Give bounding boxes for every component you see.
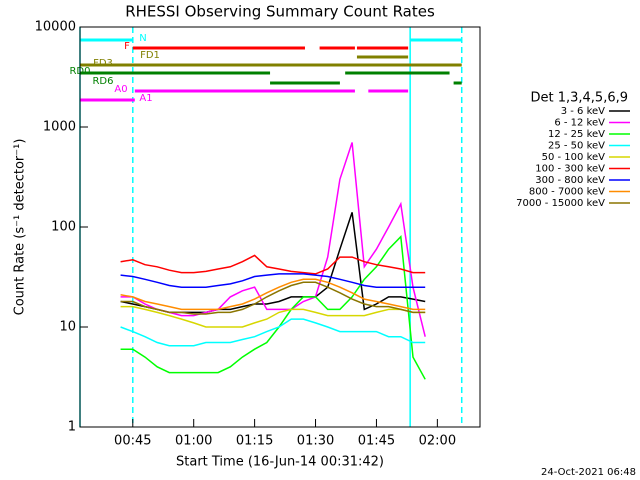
- footer: 24-Oct-2021 06:48: [541, 467, 636, 478]
- x-tick-label: 02:00: [419, 434, 456, 449]
- series-line: [120, 318, 426, 347]
- y-tick-label: 10000: [35, 20, 76, 35]
- flag-label: A1: [139, 93, 152, 104]
- x-tick-label: 00:45: [114, 434, 151, 449]
- legend-label: 25 - 50 keV: [548, 141, 605, 152]
- x-tick-label: 01:45: [358, 434, 395, 449]
- x-tick-label: 01:00: [175, 434, 212, 449]
- series-line: [120, 305, 426, 328]
- legend-label: 12 - 25 keV: [548, 129, 605, 140]
- flag-label: A0: [114, 84, 127, 95]
- y-tick-label: 1000: [43, 120, 76, 135]
- flag-label: RD6: [92, 76, 113, 87]
- series-line: [120, 278, 426, 311]
- x-tick-label: 01:30: [297, 434, 334, 449]
- flag-label: FD3: [93, 58, 113, 69]
- y-axis-label: Count Rate (s⁻¹ detector⁻¹): [13, 139, 28, 316]
- series-line: [120, 281, 426, 315]
- y-tick-label: 10: [59, 320, 76, 335]
- series-line: [120, 273, 426, 288]
- legend-title: Det 1,3,4,5,6,9: [530, 91, 628, 106]
- legend-label: 7000 - 15000 keV: [516, 198, 605, 209]
- flag-label: F: [124, 41, 130, 52]
- legend-label: 300 - 800 keV: [535, 175, 605, 186]
- y-tick-label: 100: [51, 220, 76, 235]
- series-line: [120, 235, 426, 380]
- legend-label: 100 - 300 keV: [535, 164, 605, 175]
- chart-title: RHESSI Observing Summary Count Rates: [125, 3, 435, 21]
- y-tick-label: 1: [68, 420, 76, 435]
- flag-label: FD1: [140, 50, 160, 61]
- series-line: [120, 254, 426, 275]
- legend-label: 50 - 100 keV: [542, 152, 606, 163]
- legend-label: 6 - 12 keV: [554, 118, 605, 129]
- flag-label: N: [139, 33, 146, 44]
- legend-label: 800 - 7000 keV: [529, 187, 605, 198]
- x-axis-label: Start Time (16-Jun-14 00:31:42): [176, 455, 384, 470]
- legend-label: 3 - 6 keV: [561, 106, 605, 117]
- x-tick-label: 01:15: [236, 434, 273, 449]
